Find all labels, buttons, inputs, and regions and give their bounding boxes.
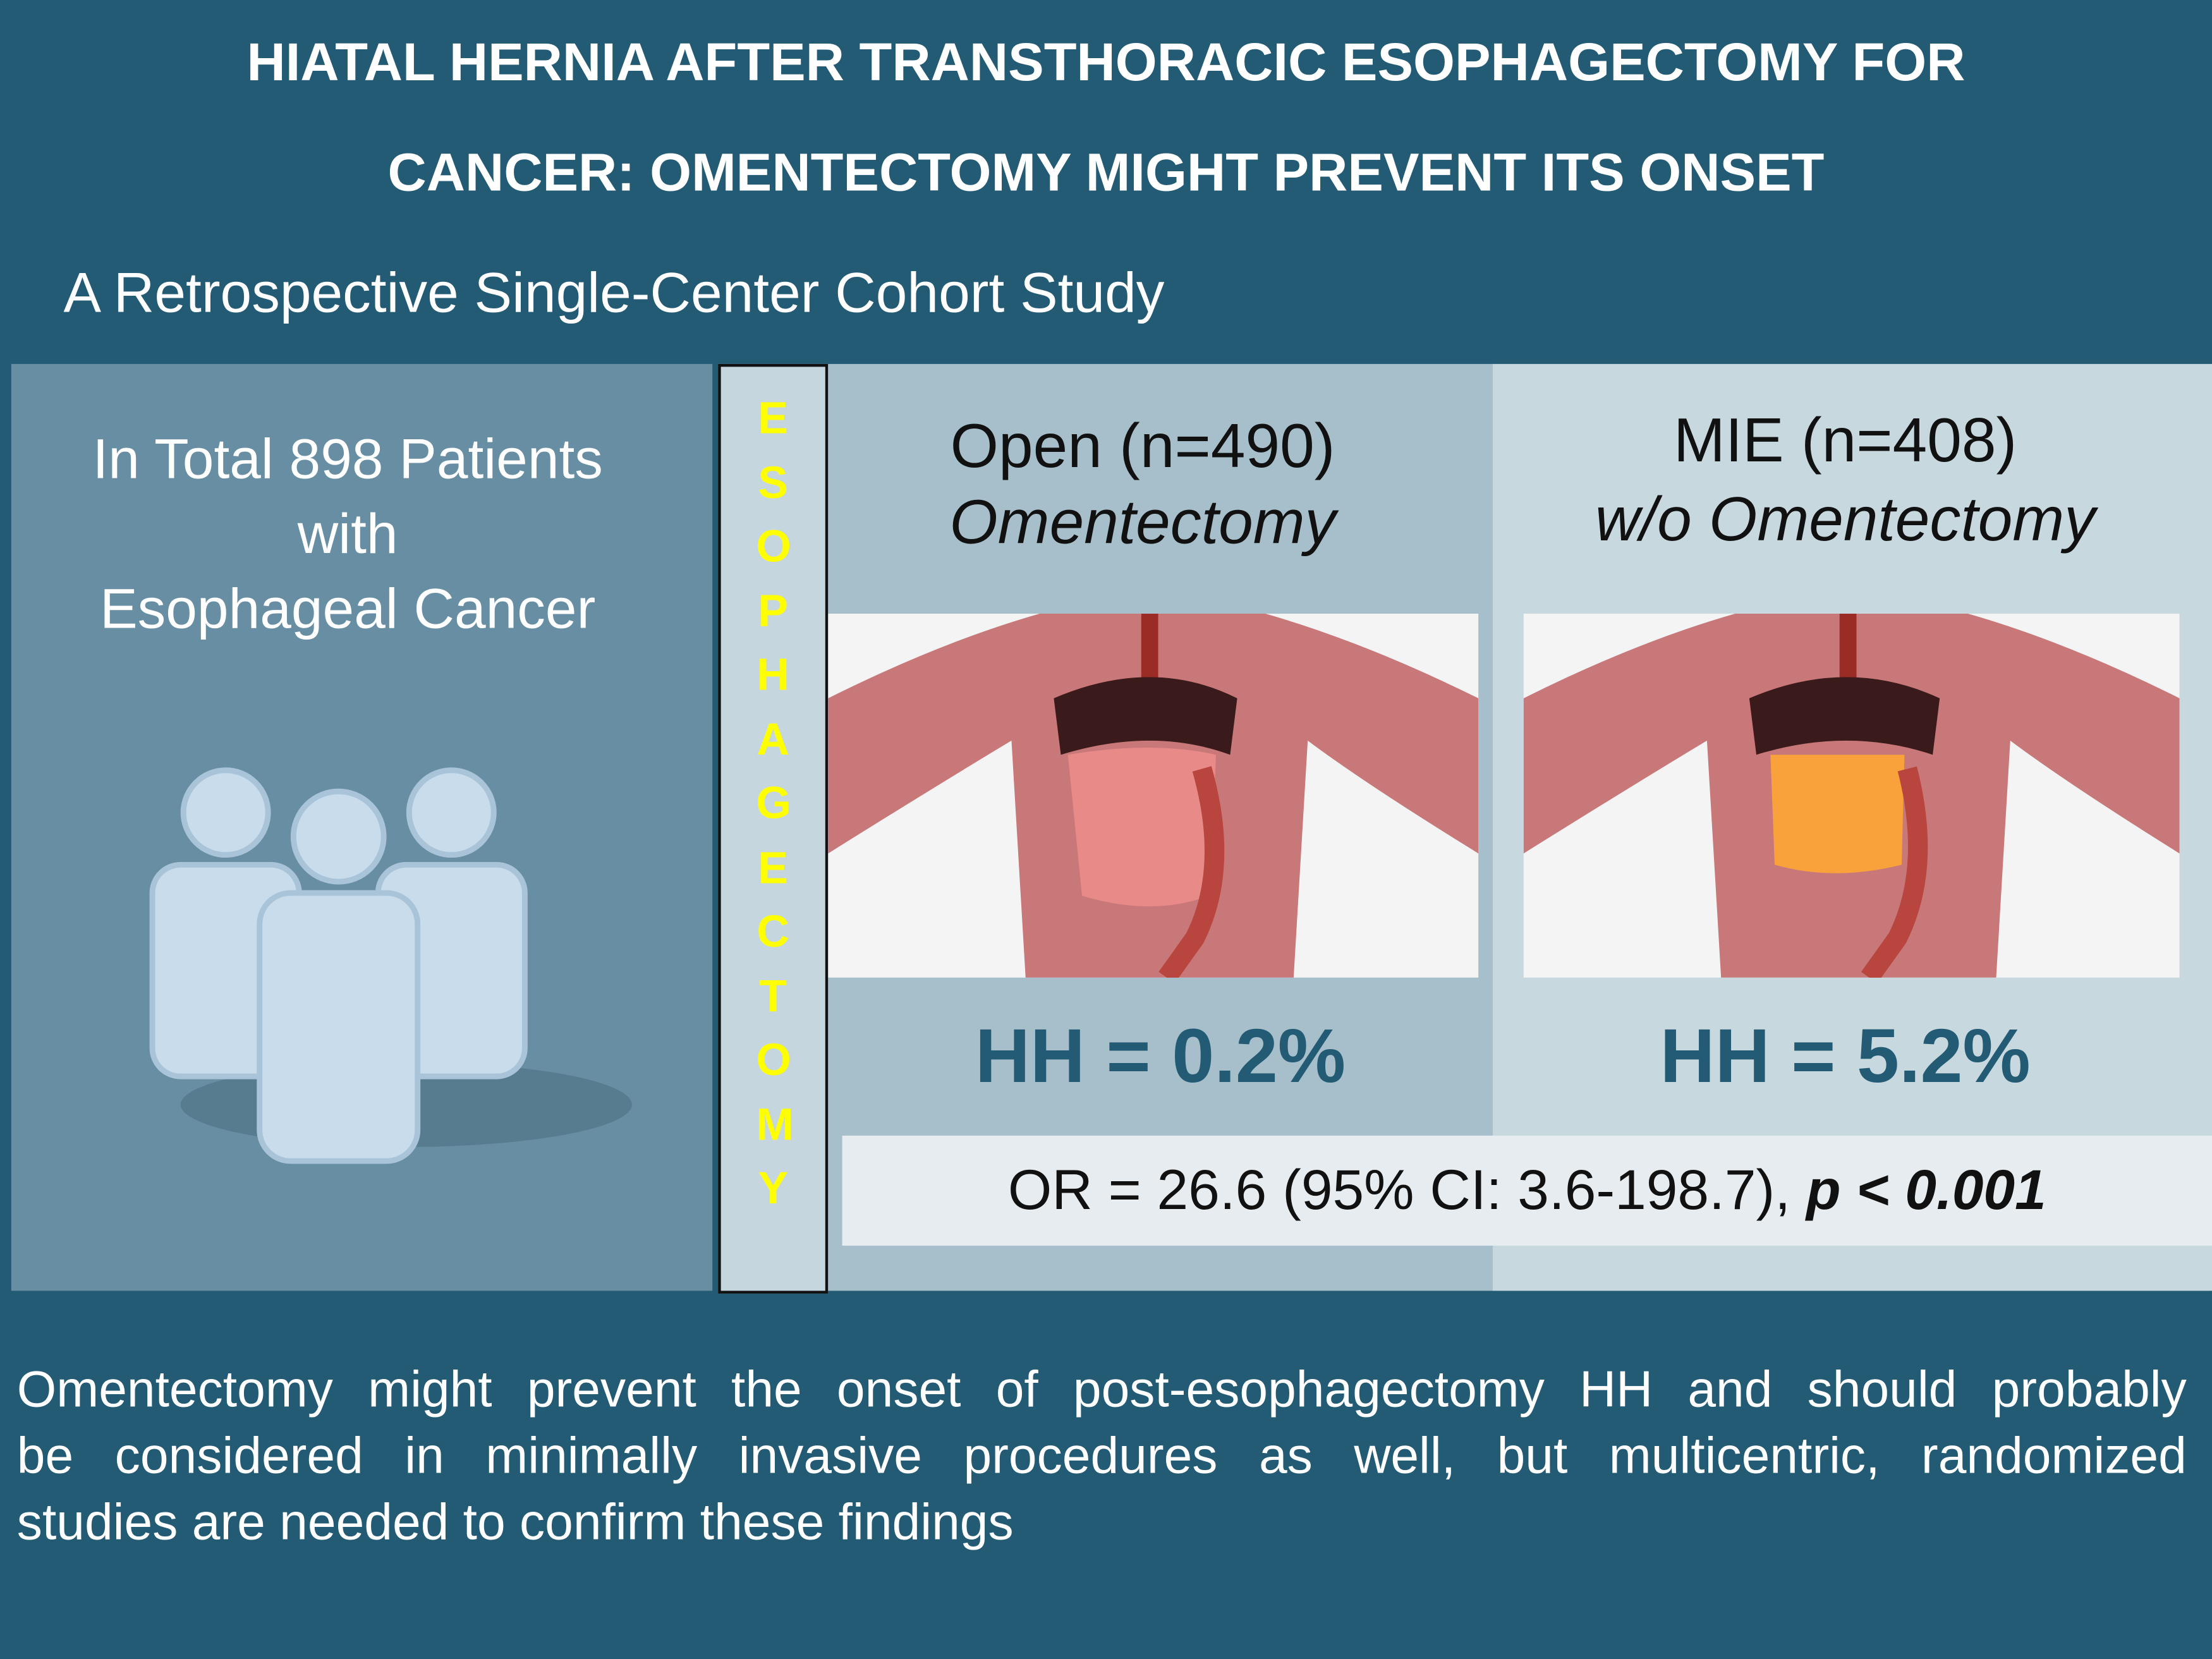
odds-ratio: OR = 26.6 (95% CI: 3.6-198.7), [1007,1159,1791,1222]
population-text: In Total 898 Patients with Esophageal Ca… [11,423,684,648]
odds-ratio-box: OR = 26.6 (95% CI: 3.6-198.7), p < 0.001 [842,1135,2212,1246]
conclusion-line: Omentectomy might prevent the onset of p… [16,1359,2187,1418]
group-result: HH = 0.2% [975,1014,1346,1099]
population-line: Esophageal Cancer [100,578,596,641]
group-result: HH = 5.2% [1660,1014,2031,1099]
procedure-label: ESOPHAGECTOMY [756,392,794,1213]
group-technique: Omentectomy [949,488,1336,557]
group-name: Open (n=490) [950,411,1335,482]
title-line: HIATAL HERNIA AFTER TRANSTHORACIC ESOPHA… [246,33,1966,94]
population-panel: In Total 898 Patients with Esophageal Ca… [11,363,713,1291]
group-technique: w/o Omentectomy [1595,485,2096,555]
conclusion-line: studies are needed to confirm these find… [16,1492,1014,1551]
anatomy-image [828,613,1479,978]
procedure-strip: ESOPHAGECTOMY [718,363,829,1294]
population-line: In Total 898 Patients [92,428,603,491]
title-line: CANCER: OMENTECTOMY MIGHT PREVENT ITS ON… [387,143,1825,204]
conclusion-line: be considered in minimally invasive proc… [16,1426,2187,1485]
population-line: with [297,503,398,566]
p-value: p < 0.001 [1806,1159,2046,1222]
subtitle: A Retrospective Single-Center Cohort Stu… [63,262,1165,325]
anatomy-image [1523,613,2180,978]
people-icon [149,767,632,1164]
group-name: MIE (n=408) [1674,406,2017,476]
